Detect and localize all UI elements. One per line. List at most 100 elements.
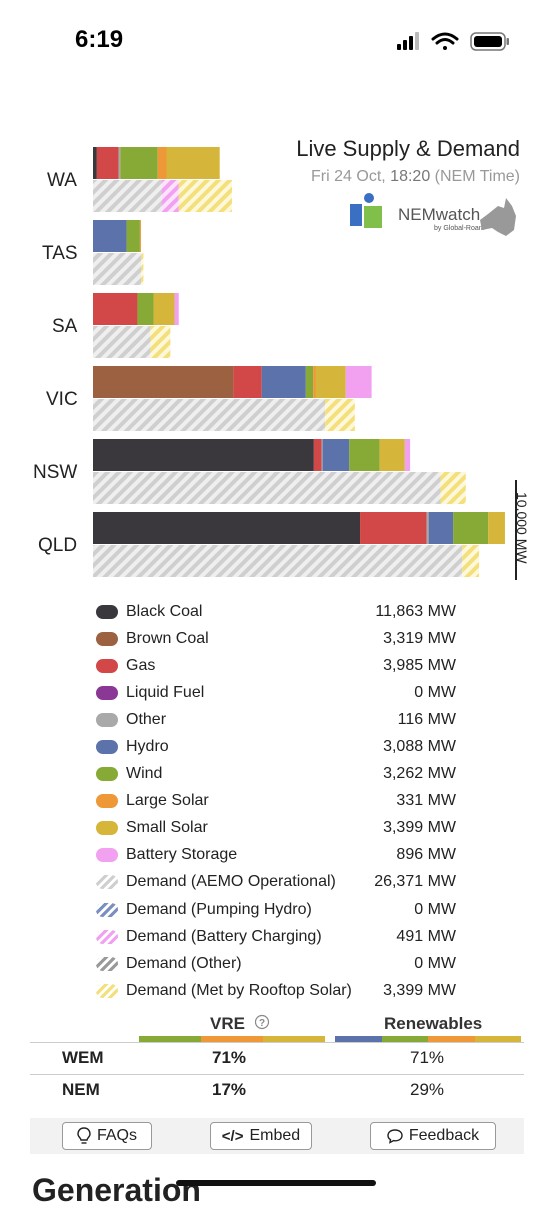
legend-item: Demand (AEMO Operational) 26,371 MW [96, 869, 476, 896]
supply-bar-wa-other [118, 147, 121, 179]
embed-button[interactable]: </> Embed [210, 1122, 312, 1150]
nemwatch-logo[interactable]: NEMwatch by Global-Roam [348, 192, 520, 242]
legend-item: Black Coal 11,863 MW [96, 598, 476, 625]
row-renewables: 29% [410, 1080, 445, 1099]
legend-value: 3,319 MW [383, 629, 456, 647]
legend-value: 3,399 MW [383, 819, 456, 837]
section-heading-generation: Generation [32, 1172, 201, 1208]
supply-bar-qld-black-coal [93, 512, 361, 544]
legend-swatch [96, 875, 118, 890]
help-icon[interactable]: ? [254, 1014, 270, 1030]
supply-bar-nsw-black-coal [93, 439, 314, 471]
demand-bar-vic-demand-aemo-operational- [93, 399, 326, 431]
supply-bar-sa-small-solar [153, 293, 175, 325]
legend-value: 0 MW [414, 954, 456, 972]
svg-text:?: ? [259, 1018, 265, 1029]
legend-value: 3,088 MW [383, 738, 456, 756]
legend-label: Hydro [126, 738, 169, 756]
supply-bar-tas-large-solar [139, 220, 141, 252]
legend-item: Liquid Fuel 0 MW [96, 679, 476, 706]
legend-label: Black Coal [126, 602, 203, 620]
legend-item: Demand (Other) 0 MW [96, 950, 476, 977]
legend-value: 0 MW [414, 683, 456, 701]
legend: Black Coal 11,863 MW Brown Coal 3,319 MW Gas… [96, 598, 476, 1004]
supply-bar-vic-gas [233, 366, 262, 398]
legend-value: 0 MW [414, 900, 456, 918]
legend-value: 896 MW [396, 846, 456, 864]
scale-label: 10,000 MW [514, 492, 530, 564]
legend-swatch [96, 848, 118, 863]
region-label-nsw: NSW [33, 462, 78, 483]
supply-bar-nsw-gas [313, 439, 322, 471]
supply-bar-qld-gas [360, 512, 427, 544]
demand-bar-tas-demand-aemo-operational- [93, 253, 142, 285]
signal-icon [397, 32, 419, 50]
lightbulb-icon [77, 1127, 91, 1144]
row-label: NEM [62, 1080, 100, 1099]
time-note: (NEM Time) [434, 168, 520, 185]
region-label-vic: VIC [46, 389, 78, 410]
logo-text: NEMwatch [398, 205, 480, 224]
status-icons [397, 32, 509, 51]
supply-bar-vic-battery-storage [345, 366, 372, 398]
supply-bar-qld-other [426, 512, 429, 544]
button-bar: FAQs </> Embed Feedback [30, 1118, 524, 1154]
region-label-tas: TAS [42, 243, 78, 264]
supply-bar-qld-hydro [428, 512, 454, 544]
code-icon: </> [221, 1127, 244, 1145]
row-label: WEM [62, 1048, 104, 1067]
legend-label: Demand (Other) [126, 954, 242, 972]
demand-bar-qld-demand-aemo-operational- [93, 545, 463, 577]
renewables-color-strip [335, 1036, 521, 1042]
legend-label: Battery Storage [126, 846, 238, 864]
vre-header-label: VRE [210, 1014, 245, 1033]
row-vre: 17% [212, 1080, 247, 1099]
legend-value: 3,262 MW [383, 765, 456, 783]
legend-item: Gas 3,985 MW [96, 652, 476, 679]
legend-label: Demand (AEMO Operational) [126, 873, 336, 891]
supply-bar-vic-small-solar [315, 366, 346, 398]
supply-bar-wa-large-solar [157, 147, 167, 179]
demand-bar-wa-demand-met-by-rooftop-solar- [178, 180, 232, 212]
supply-bar-tas-hydro [93, 220, 127, 252]
supply-bar-wa-gas [96, 147, 119, 179]
chart-subtitle: Fri 24 Oct, 18:20 (NEM Time) [311, 168, 520, 186]
legend-item: Other 116 MW [96, 706, 476, 733]
renewables-header: Renewables [384, 1014, 483, 1033]
legend-value: 3,399 MW [383, 981, 456, 999]
status-bar: 6:19 [0, 0, 554, 80]
faqs-button[interactable]: FAQs [62, 1122, 152, 1150]
chart-title: Live Supply & Demand [296, 136, 520, 161]
legend-item: Demand (Pumping Hydro) 0 MW [96, 896, 476, 923]
supply-bar-qld-wind [453, 512, 489, 544]
feedback-button[interactable]: Feedback [370, 1122, 496, 1150]
faqs-label: FAQs [96, 1127, 137, 1144]
supply-bar-vic-wind [305, 366, 314, 398]
vre-header: VRE ? [210, 1014, 270, 1034]
legend-swatch [96, 631, 118, 646]
table-row-wem: WEM 71% 71% [30, 1048, 530, 1080]
logo-subtext: by Global-Roam [434, 225, 485, 232]
row-renewables: 71% [410, 1048, 445, 1067]
legend-value: 3,985 MW [383, 656, 456, 674]
supply-demand-chart [93, 147, 517, 580]
date-text: Fri 24 Oct, [311, 168, 386, 185]
legend-label: Wind [126, 765, 163, 783]
feedback-label: Feedback [408, 1127, 480, 1144]
legend-swatch [96, 929, 118, 944]
supply-bar-sa-battery-storage [174, 293, 179, 325]
time-text: 18:20 [390, 168, 431, 185]
legend-label: Small Solar [126, 819, 208, 837]
legend-swatch [96, 902, 118, 917]
bars-group [93, 147, 505, 577]
legend-item: Brown Coal 3,319 MW [96, 625, 476, 652]
table-row-nem: NEM 17% 29% [30, 1080, 530, 1112]
region-label-sa: SA [52, 316, 78, 337]
demand-bar-sa-demand-aemo-operational- [93, 326, 151, 358]
legend-swatch [96, 712, 118, 727]
legend-value: 26,371 MW [374, 873, 456, 891]
legend-item: Small Solar 3,399 MW [96, 815, 476, 842]
supply-bar-sa-wind [137, 293, 154, 325]
demand-bar-wa-demand-aemo-operational- [93, 180, 162, 212]
home-indicator[interactable] [176, 1180, 376, 1186]
